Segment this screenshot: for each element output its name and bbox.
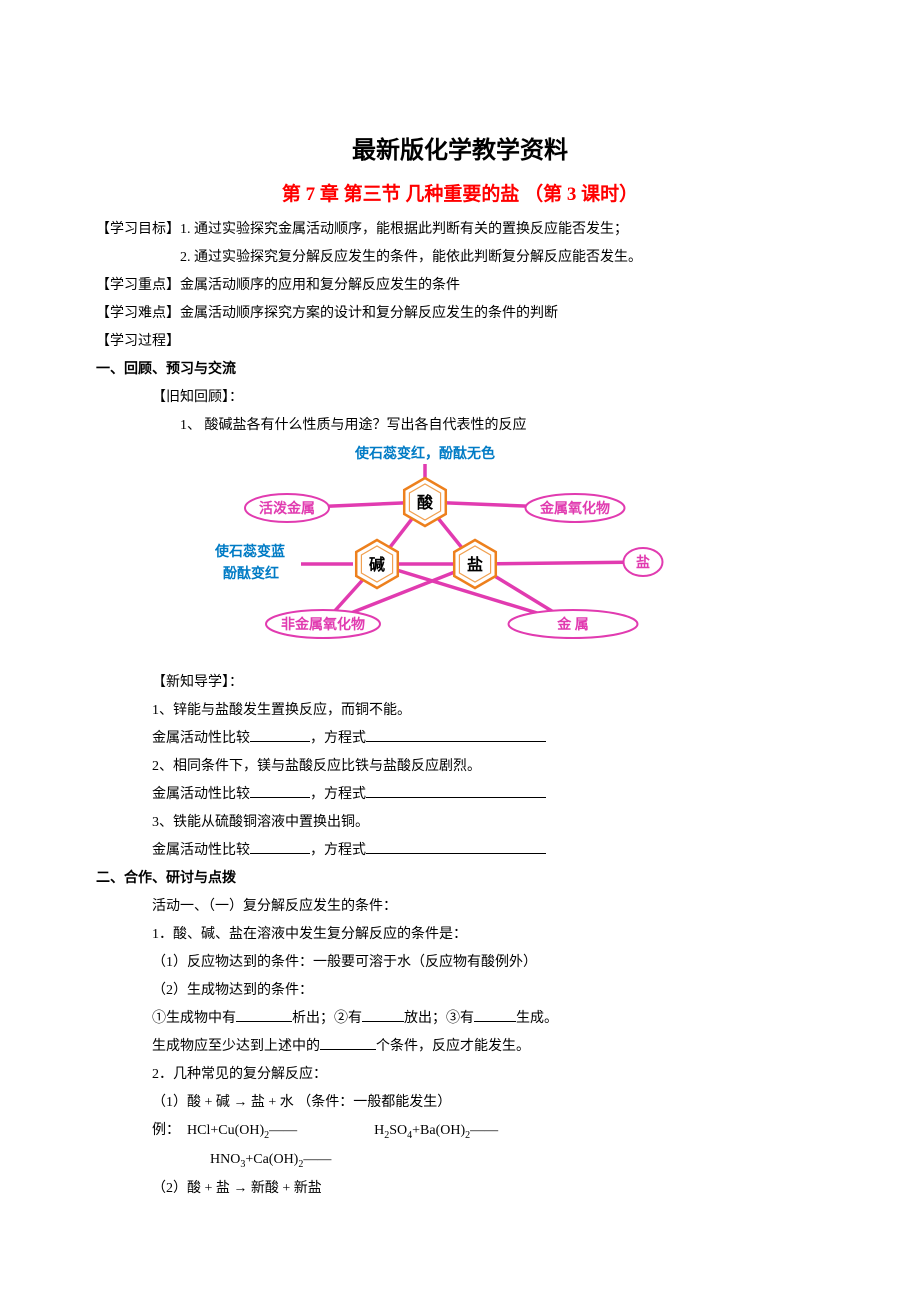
ex1c: HNO3+Ca(OH) — [210, 1152, 298, 1167]
keypoint-line: 【学习重点】金属活动顺序的应用和复分解反应发生的条件 — [96, 272, 824, 300]
hardpoint-label: 【学习难点】 — [96, 306, 180, 321]
goal1: 1. 通过实验探究金属活动顺序，能根据此判断有关的置换反应能否发生； — [180, 222, 628, 237]
svg-text:金属氧化物: 金属氧化物 — [539, 500, 610, 517]
goal2: 2. 通过实验探究复分解反应发生的条件，能依此判断复分解反应能否发生。 — [96, 244, 824, 272]
new2: 2、相同条件下，镁与盐酸反应比铁与盐酸反应剧烈。 — [96, 753, 824, 781]
goals-label: 【学习目标】 — [96, 222, 180, 237]
blank-eq1 — [366, 728, 546, 742]
section2-title: 二、合作、研讨与点拨 — [96, 865, 824, 893]
blank-eq3 — [366, 840, 546, 854]
oldknow-label: 【旧知回顾】： — [96, 384, 824, 412]
gen-prod-2: 放出；③有 — [404, 1011, 474, 1026]
svg-text:酚酞变红: 酚酞变红 — [223, 565, 279, 582]
ex1c-line: HNO3+Ca(OH)2—— — [96, 1146, 824, 1175]
concept-diagram: 使石蕊变红，酚酞无色使石蕊变蓝酚酞变红 活泼金属 金属氧化物盐非金属氧化物 金 属 酸碱… — [96, 444, 824, 659]
act1-2: 2．几种常见的复分解反应： — [96, 1061, 824, 1089]
ex1b: H2SO4+Ba(OH) — [374, 1123, 465, 1138]
eq-label: 方程式 — [324, 731, 366, 746]
svg-text:盐: 盐 — [467, 555, 483, 574]
svg-text:金 属: 金 属 — [556, 616, 589, 633]
activity-label3: 金属活动性比较 — [152, 843, 250, 858]
blank-eq2 — [366, 784, 546, 798]
hardpoint-text: 金属活动顺序探究方案的设计和复分解反应发生的条件的判断 — [180, 306, 558, 321]
process-label: 【学习过程】 — [96, 328, 824, 356]
section1-title: 一、回顾、预习与交流 — [96, 356, 824, 384]
hardpoint-line: 【学习难点】金属活动顺序探究方案的设计和复分解反应发生的条件的判断 — [96, 300, 824, 328]
rx1-line: （1）酸 + 碱 → 盐 + 水 （条件：一般都能发生） — [96, 1089, 824, 1117]
svg-text:酸: 酸 — [417, 493, 434, 512]
ex-label: 例： — [152, 1123, 180, 1138]
metal-line3: 金属活动性比较，方程式 — [96, 837, 824, 865]
act1-1b: （2）生成物达到的条件： — [96, 977, 824, 1005]
newknow-label: 【新知导学】： — [96, 669, 824, 697]
blank-activity1 — [250, 728, 310, 742]
blank-activity2 — [250, 784, 310, 798]
act1: 活动一、（一）复分解反应发生的条件： — [96, 893, 824, 921]
keypoint-text: 金属活动顺序的应用和复分解反应发生的条件 — [180, 278, 460, 293]
metal-line2: 金属活动性比较，方程式 — [96, 781, 824, 809]
blank-prod2 — [362, 1008, 404, 1022]
gen-prod-pre: ①生成物中有 — [152, 1011, 236, 1026]
eq-label3: 方程式 — [324, 843, 366, 858]
metal-line1: 金属活动性比较，方程式 — [96, 725, 824, 753]
blank-activity3 — [250, 840, 310, 854]
new1: 1、锌能与盐酸发生置换反应，而铜不能。 — [96, 697, 824, 725]
act1-1: 1．酸、碱、盐在溶液中发生复分解反应的条件是： — [96, 921, 824, 949]
svg-text:非金属氧化物: 非金属氧化物 — [281, 616, 365, 633]
gen-prod-1: 析出；②有 — [292, 1011, 362, 1026]
svg-text:使石蕊变红，酚酞无色: 使石蕊变红，酚酞无色 — [354, 445, 495, 462]
svg-text:碱: 碱 — [369, 556, 385, 574]
ex1-line: 例： HCl+Cu(OH)2—— H2SO4+Ba(OH)2—— — [96, 1117, 824, 1146]
gen-cond-line: 生成物应至少达到上述中的 个条件，反应才能发生。 — [96, 1033, 824, 1061]
title-sub: 第 7 章 第三节 几种重要的盐 （第 3 课时） — [96, 179, 824, 206]
oldknow-q: 1、 酸碱盐各有什么性质与用途？写出各自代表性的反应 — [96, 412, 824, 440]
blank-cond — [320, 1036, 376, 1050]
keypoint-label: 【学习重点】 — [96, 278, 180, 293]
svg-text:盐: 盐 — [636, 554, 650, 571]
svg-text:使石蕊变蓝: 使石蕊变蓝 — [214, 543, 285, 560]
goals-line: 【学习目标】1. 通过实验探究金属活动顺序，能根据此判断有关的置换反应能否发生； — [96, 216, 824, 244]
title-main: 最新版化学教学资料 — [96, 130, 824, 165]
blank-prod3 — [474, 1008, 516, 1022]
gen-cond-post: 个条件，反应才能发生。 — [376, 1039, 530, 1054]
eq-label2: 方程式 — [324, 787, 366, 802]
activity-label: 金属活动性比较 — [152, 731, 250, 746]
new3: 3、铁能从硫酸铜溶液中置换出铜。 — [96, 809, 824, 837]
rx2-line: （2）酸 + 盐 → 新酸 + 新盐 — [96, 1175, 824, 1203]
act1-1a: （1）反应物达到的条件：一般要可溶于水（反应物有酸例外） — [96, 949, 824, 977]
blank-prod1 — [236, 1008, 292, 1022]
ex1a: HCl+Cu(OH) — [187, 1123, 264, 1138]
gen-cond-pre: 生成物应至少达到上述中的 — [152, 1039, 320, 1054]
svg-text:活泼金属: 活泼金属 — [259, 500, 315, 517]
activity-label2: 金属活动性比较 — [152, 787, 250, 802]
gen-prod-line: ①生成物中有 析出；②有 放出；③有 生成。 — [96, 1005, 824, 1033]
gen-prod-3: 生成。 — [516, 1011, 558, 1026]
